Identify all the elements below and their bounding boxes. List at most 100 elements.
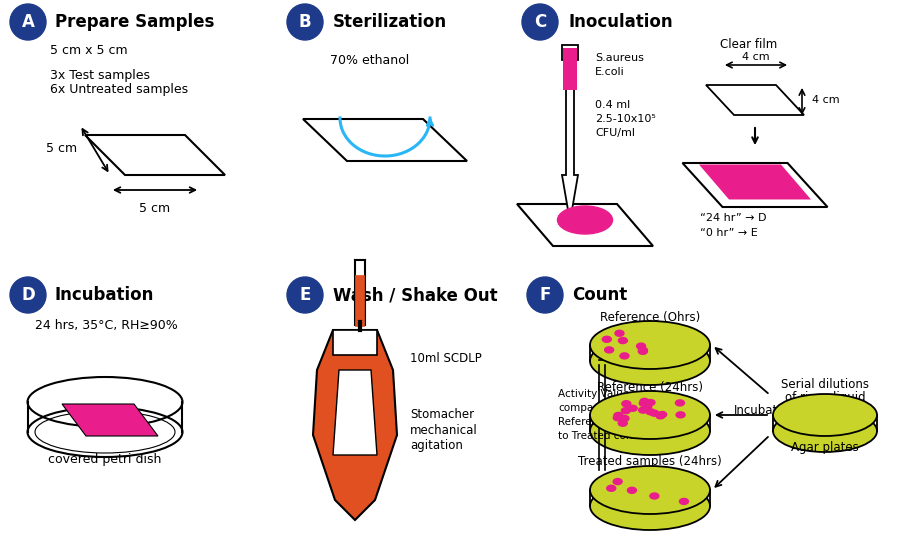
Text: Incubation: Incubation	[55, 286, 155, 304]
Ellipse shape	[643, 403, 652, 409]
Text: E.coli: E.coli	[595, 67, 625, 77]
Text: S.aureus: S.aureus	[595, 53, 643, 63]
Text: Serial dilutions: Serial dilutions	[781, 378, 869, 392]
Ellipse shape	[621, 408, 630, 414]
Text: Count: Count	[572, 286, 627, 304]
Text: 4 cm: 4 cm	[742, 52, 770, 62]
Ellipse shape	[676, 412, 685, 418]
Ellipse shape	[628, 405, 637, 411]
Ellipse shape	[773, 394, 877, 436]
Ellipse shape	[638, 348, 647, 354]
Text: 0.4 ml: 0.4 ml	[595, 100, 630, 110]
Ellipse shape	[627, 487, 636, 493]
Ellipse shape	[613, 478, 622, 485]
Ellipse shape	[590, 466, 710, 514]
Text: 5 cm: 5 cm	[47, 141, 77, 155]
Text: CFU/ml: CFU/ml	[595, 128, 635, 138]
Text: agitation: agitation	[410, 438, 463, 452]
Ellipse shape	[773, 410, 877, 452]
Text: mechanical: mechanical	[410, 424, 478, 437]
Ellipse shape	[640, 398, 649, 404]
Polygon shape	[706, 85, 804, 115]
Text: Reference (24hrs): Reference (24hrs)	[597, 382, 703, 394]
Ellipse shape	[658, 411, 667, 417]
Text: 3x Test samples: 3x Test samples	[50, 69, 150, 81]
Polygon shape	[313, 330, 397, 520]
Text: 10ml SCDLP: 10ml SCDLP	[410, 351, 482, 365]
Polygon shape	[85, 135, 225, 175]
Polygon shape	[563, 48, 577, 90]
Text: 4 cm: 4 cm	[812, 95, 840, 105]
Text: 2.5-10x10⁵: 2.5-10x10⁵	[595, 114, 656, 124]
Ellipse shape	[636, 343, 645, 349]
Ellipse shape	[620, 415, 629, 421]
Text: Stomacher: Stomacher	[410, 409, 474, 421]
Polygon shape	[699, 164, 811, 200]
Ellipse shape	[615, 330, 624, 336]
Circle shape	[287, 277, 323, 313]
Ellipse shape	[602, 336, 611, 342]
Circle shape	[522, 4, 558, 40]
Text: F: F	[539, 286, 551, 304]
Ellipse shape	[650, 410, 659, 416]
Text: Clear film: Clear film	[720, 39, 778, 52]
Text: of rinse liquid: of rinse liquid	[785, 392, 865, 404]
Text: B: B	[299, 13, 311, 31]
Text: Agar plates: Agar plates	[791, 441, 859, 454]
Ellipse shape	[622, 401, 631, 406]
Text: Treated samples (24hrs): Treated samples (24hrs)	[578, 455, 722, 469]
Text: D: D	[21, 286, 35, 304]
Ellipse shape	[590, 482, 710, 530]
Circle shape	[527, 277, 563, 313]
Text: 24 hrs, 35°C, RH≥90%: 24 hrs, 35°C, RH≥90%	[35, 318, 178, 332]
Text: Sterilization: Sterilization	[333, 13, 447, 31]
Ellipse shape	[605, 347, 614, 353]
Ellipse shape	[650, 493, 659, 499]
Ellipse shape	[614, 412, 623, 419]
Text: Inoculation: Inoculation	[568, 13, 672, 31]
Ellipse shape	[638, 348, 647, 353]
Circle shape	[10, 4, 46, 40]
Ellipse shape	[618, 338, 627, 344]
Text: C: C	[534, 13, 546, 31]
Text: 6x Untreated samples: 6x Untreated samples	[50, 84, 188, 96]
Ellipse shape	[620, 353, 629, 359]
Polygon shape	[333, 330, 377, 355]
Ellipse shape	[680, 498, 688, 504]
Text: Incubate: Incubate	[734, 404, 786, 416]
Ellipse shape	[618, 420, 627, 426]
Ellipse shape	[590, 337, 710, 385]
Text: E: E	[300, 286, 310, 304]
Text: 70% ethanol: 70% ethanol	[330, 53, 410, 67]
Ellipse shape	[656, 413, 665, 419]
Circle shape	[287, 4, 323, 40]
Polygon shape	[682, 163, 827, 207]
Text: 5 cm: 5 cm	[140, 201, 171, 214]
Ellipse shape	[675, 400, 684, 406]
Polygon shape	[62, 404, 158, 436]
Ellipse shape	[28, 407, 183, 457]
Polygon shape	[562, 45, 578, 210]
Ellipse shape	[590, 391, 710, 439]
Ellipse shape	[639, 407, 648, 413]
Ellipse shape	[590, 407, 710, 455]
Text: covered petri dish: covered petri dish	[49, 454, 162, 466]
Text: Wash / Shake Out: Wash / Shake Out	[333, 286, 498, 304]
Ellipse shape	[646, 409, 655, 415]
Text: 5 cm x 5 cm: 5 cm x 5 cm	[50, 43, 128, 57]
Polygon shape	[333, 370, 377, 455]
Text: A: A	[22, 13, 34, 31]
Ellipse shape	[639, 400, 648, 406]
Ellipse shape	[607, 485, 616, 491]
Polygon shape	[517, 204, 653, 246]
Ellipse shape	[590, 321, 710, 369]
Text: Activity Value
compare:
Reference count
to Treated cont: Activity Value compare: Reference count …	[558, 389, 644, 441]
Text: “24 hr” → D: “24 hr” → D	[700, 213, 767, 223]
Text: Reference (Ohrs): Reference (Ohrs)	[600, 311, 700, 324]
Ellipse shape	[613, 415, 622, 421]
Polygon shape	[303, 119, 467, 161]
Text: “0 hr” → E: “0 hr” → E	[700, 228, 758, 238]
Ellipse shape	[646, 399, 655, 405]
Text: Prepare Samples: Prepare Samples	[55, 13, 214, 31]
Ellipse shape	[557, 206, 613, 234]
